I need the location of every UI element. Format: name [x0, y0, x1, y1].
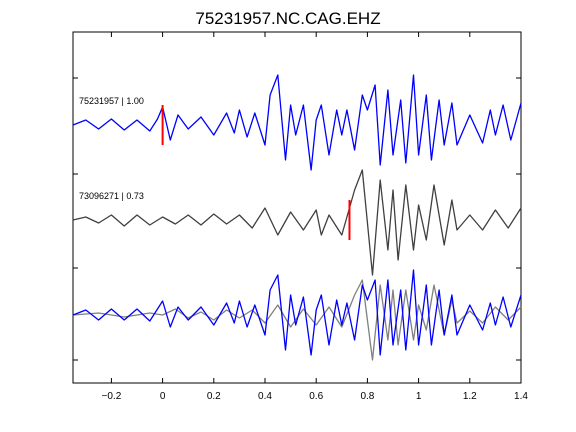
plot-frame	[72, 31, 522, 384]
chart-title: 75231957.NC.CAG.EHZ	[195, 9, 380, 28]
x-tick-label: 0.6	[309, 391, 323, 402]
x-tick-label: −0.2	[102, 391, 122, 402]
x-tick-label: 1.2	[463, 391, 477, 402]
x-tick-label: 0.4	[258, 391, 272, 402]
trace-line-2	[72, 269, 522, 356]
trace-line-0	[72, 74, 522, 171]
trace-layer	[72, 74, 522, 361]
trace-label: 75231957 | 1.00	[79, 96, 144, 106]
trace-line-1	[72, 169, 522, 276]
pick-markers	[161, 105, 351, 240]
trace-labels: 75231957 | 1.00 73096271 | 0.73	[79, 96, 144, 201]
trace-label: 73096271 | 0.73	[79, 191, 144, 201]
x-tick-label: 1.4	[514, 391, 528, 402]
x-tick-label: 0.8	[360, 391, 374, 402]
axis-ticks: −0.2 0 0.2 0.4 0.6 0.8 1 1.2 1.4	[73, 32, 528, 402]
x-tick-label: 0	[160, 391, 166, 402]
x-tick-label: 0.2	[207, 391, 221, 402]
x-tick-label: 1	[416, 391, 422, 402]
